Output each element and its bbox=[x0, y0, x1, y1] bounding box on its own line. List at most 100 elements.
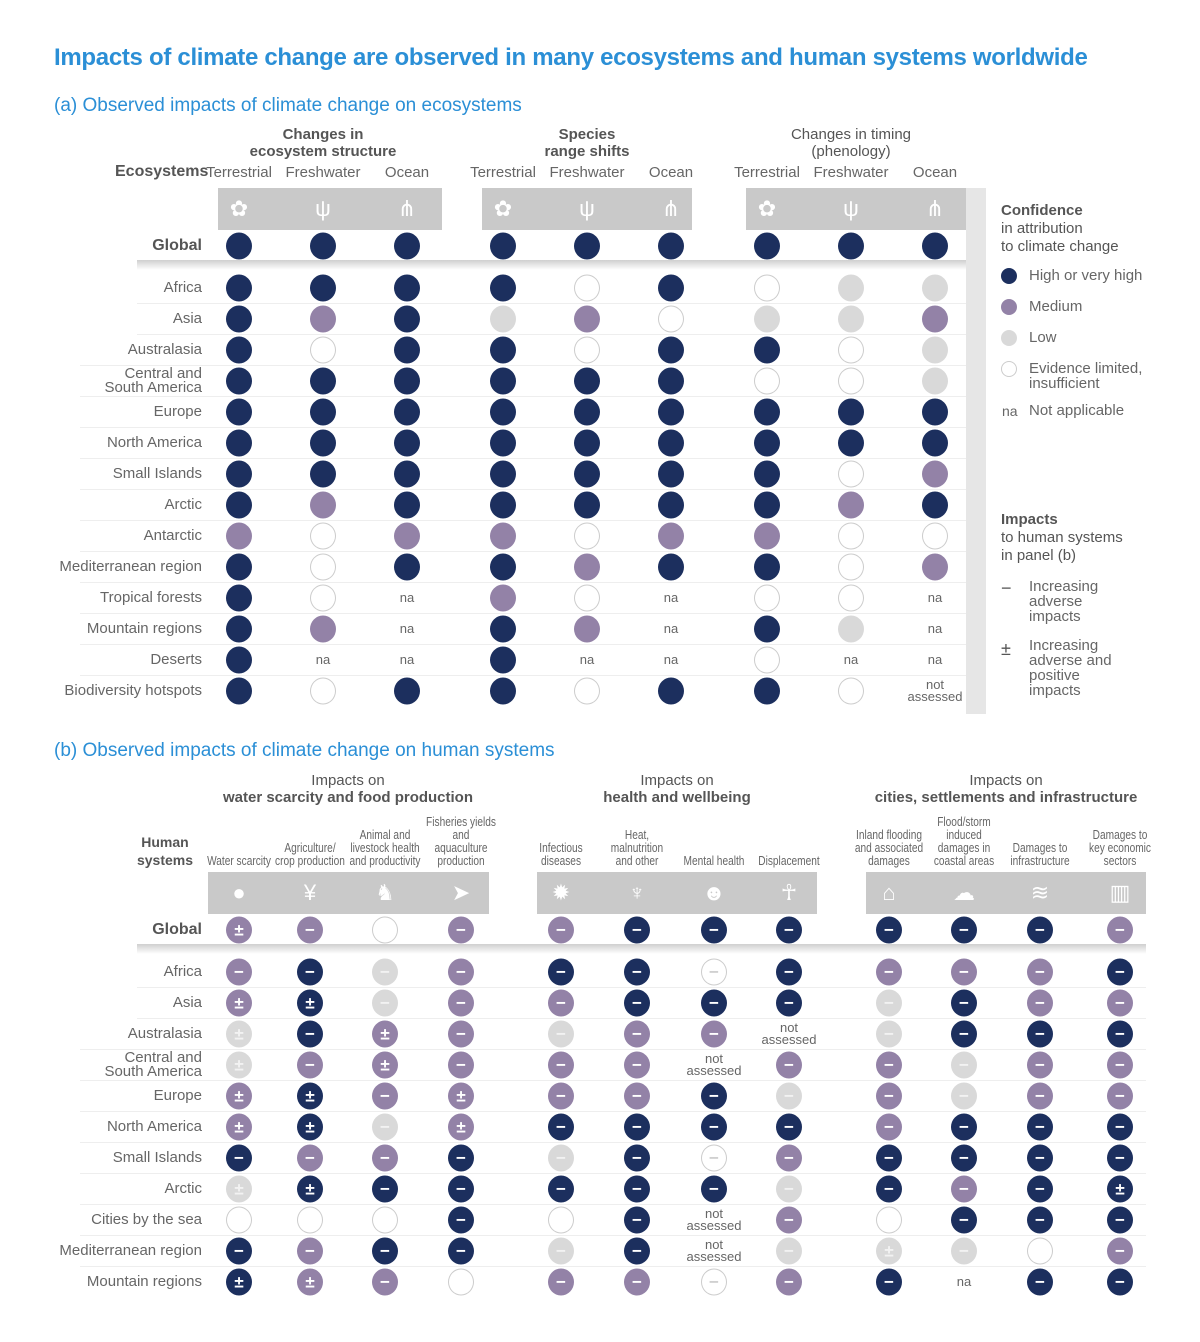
minus-icon: − bbox=[959, 920, 969, 940]
column-header: Inland flooding and associated damages bbox=[854, 827, 924, 868]
column-header: Infectious diseases bbox=[539, 840, 583, 868]
row-divider bbox=[80, 613, 966, 614]
confidence-dot: − bbox=[876, 1268, 902, 1296]
row-label: North America bbox=[106, 434, 202, 451]
confidence-dot bbox=[226, 584, 252, 612]
minus-icon: − bbox=[709, 962, 719, 982]
panel-a-side-bar bbox=[966, 188, 986, 714]
confidence-dot: − bbox=[1107, 916, 1133, 944]
confidence-dot bbox=[922, 274, 948, 302]
confidence-dot: − bbox=[448, 1175, 474, 1203]
plus-minus-icon: ± bbox=[456, 1086, 466, 1106]
cell-not-applicable: na bbox=[663, 652, 679, 667]
confidence-dot: ± bbox=[226, 1113, 252, 1141]
minus-icon: − bbox=[884, 1055, 894, 1075]
confidence-dot: − bbox=[448, 1237, 474, 1265]
row-divider bbox=[80, 489, 966, 490]
group-header: Changes in timing (phenology) bbox=[791, 126, 911, 160]
plus-minus-icon: ± bbox=[234, 1179, 244, 1199]
legend-dot-H bbox=[1001, 268, 1017, 284]
icon-band bbox=[746, 188, 966, 230]
group-header: Changes in ecosystem structure bbox=[250, 126, 397, 160]
minus-icon: − bbox=[1115, 962, 1125, 982]
confidence-dot bbox=[574, 274, 600, 302]
column-header: Ocean bbox=[384, 164, 430, 181]
confidence-dot bbox=[754, 429, 780, 457]
row-label: Australasia bbox=[127, 1025, 202, 1042]
confidence-dot bbox=[490, 491, 516, 519]
minus-icon: − bbox=[380, 1148, 390, 1168]
confidence-dot bbox=[394, 336, 420, 364]
economic-chart-icon: ▥ bbox=[1109, 880, 1131, 905]
confidence-dot: ± bbox=[297, 1175, 323, 1203]
confidence-dot bbox=[490, 398, 516, 426]
confidence-dot bbox=[922, 522, 948, 550]
plus-minus-icon: ± bbox=[305, 993, 315, 1013]
confidence-dot: ± bbox=[297, 1268, 323, 1296]
confidence-dot: − bbox=[951, 1206, 977, 1234]
confidence-dot bbox=[574, 336, 600, 364]
plus-minus-icon: ± bbox=[234, 1086, 244, 1106]
confidence-dot bbox=[226, 398, 252, 426]
legend-plusminus-symbol: ± bbox=[1001, 639, 1011, 659]
confidence-dot: − bbox=[876, 958, 902, 986]
minus-icon: − bbox=[234, 962, 244, 982]
confidence-dot bbox=[310, 305, 336, 333]
group-header-line2: (phenology) bbox=[811, 143, 891, 160]
confidence-dot: − bbox=[776, 1051, 802, 1079]
confidence-dot bbox=[448, 1268, 474, 1296]
cell-not-applicable: na bbox=[927, 621, 943, 636]
legend-dot-E bbox=[1001, 361, 1017, 377]
confidence-dot: − bbox=[701, 1113, 727, 1141]
not-assessed-line2: assessed bbox=[686, 1249, 742, 1264]
confidence-dot: − bbox=[1107, 1051, 1133, 1079]
confidence-dot bbox=[490, 460, 516, 488]
confidence-dot: − bbox=[1107, 1237, 1133, 1265]
confidence-dot: − bbox=[1027, 1144, 1053, 1172]
minus-icon: − bbox=[556, 1148, 566, 1168]
confidence-dot bbox=[394, 398, 420, 426]
confidence-dot: − bbox=[548, 1113, 574, 1141]
not-assessed-line1: not bbox=[704, 1237, 724, 1252]
coastal-damage-icon: ≋ bbox=[1030, 880, 1050, 905]
minus-icon: − bbox=[632, 1086, 642, 1106]
plus-minus-icon: ± bbox=[234, 920, 244, 940]
confidence-dot: − bbox=[1027, 916, 1053, 944]
confidence-dot bbox=[574, 429, 600, 457]
minus-icon: − bbox=[456, 1148, 466, 1168]
minus-icon: − bbox=[632, 993, 642, 1013]
confidence-dot: − bbox=[624, 1175, 650, 1203]
confidence-dot: − bbox=[776, 1113, 802, 1141]
minus-icon: − bbox=[1115, 920, 1125, 940]
panel-a-title: (a) Observed impacts of climate change o… bbox=[54, 95, 522, 116]
confidence-dot: − bbox=[297, 916, 323, 944]
minus-icon: − bbox=[632, 1024, 642, 1044]
mental-health-head-icon: ☻ bbox=[702, 880, 726, 905]
cell-not-assessed: not assessed bbox=[762, 1021, 817, 1046]
legend-label: Low bbox=[1029, 329, 1057, 346]
minus-icon: − bbox=[784, 920, 794, 940]
inland-flood-house-icon: ⌂ bbox=[882, 880, 896, 905]
confidence-dot bbox=[838, 584, 864, 612]
row-divider bbox=[80, 396, 966, 397]
confidence-dot: − bbox=[624, 958, 650, 986]
column-header: Mental health bbox=[683, 853, 745, 868]
minus-icon: − bbox=[884, 1272, 894, 1292]
confidence-dot: − bbox=[876, 1175, 902, 1203]
minus-icon: − bbox=[456, 962, 466, 982]
minus-icon: − bbox=[632, 1210, 642, 1230]
confidence-dot bbox=[310, 584, 336, 612]
row-divider bbox=[80, 1173, 1146, 1174]
minus-icon: − bbox=[1115, 1241, 1125, 1261]
confidence-dot: − bbox=[548, 1082, 574, 1110]
confidence-dot: ± bbox=[1107, 1175, 1133, 1203]
minus-icon: − bbox=[959, 1179, 969, 1199]
wheat-icon: ¥ bbox=[303, 880, 317, 905]
minus-icon: − bbox=[709, 1086, 719, 1106]
minus-icon: − bbox=[884, 962, 894, 982]
minus-icon: − bbox=[709, 1272, 719, 1292]
row-label: Global bbox=[152, 237, 202, 254]
not-assessed-line1: not bbox=[925, 677, 945, 692]
group-header-line2: health and wellbeing bbox=[603, 789, 751, 806]
confidence-dot: − bbox=[776, 1206, 802, 1234]
